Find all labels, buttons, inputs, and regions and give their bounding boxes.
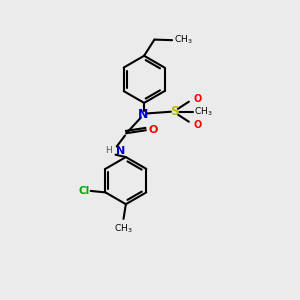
Text: CH$_3$: CH$_3$ [194, 106, 213, 118]
Text: N: N [116, 146, 125, 156]
Text: CH$_3$: CH$_3$ [174, 34, 193, 46]
Text: Cl: Cl [78, 186, 89, 196]
Text: O: O [194, 94, 202, 104]
Text: O: O [148, 125, 158, 135]
Text: O: O [194, 120, 202, 130]
Text: CH$_3$: CH$_3$ [114, 222, 133, 235]
Text: H: H [105, 146, 112, 155]
Text: S: S [170, 105, 179, 118]
Text: N: N [137, 108, 148, 121]
